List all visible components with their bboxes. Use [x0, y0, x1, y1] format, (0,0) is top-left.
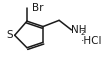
Text: Br: Br	[32, 3, 44, 13]
Text: NH: NH	[71, 25, 87, 35]
Text: S: S	[6, 30, 13, 40]
Text: ·HCl: ·HCl	[80, 36, 102, 46]
Text: 2: 2	[80, 30, 85, 36]
